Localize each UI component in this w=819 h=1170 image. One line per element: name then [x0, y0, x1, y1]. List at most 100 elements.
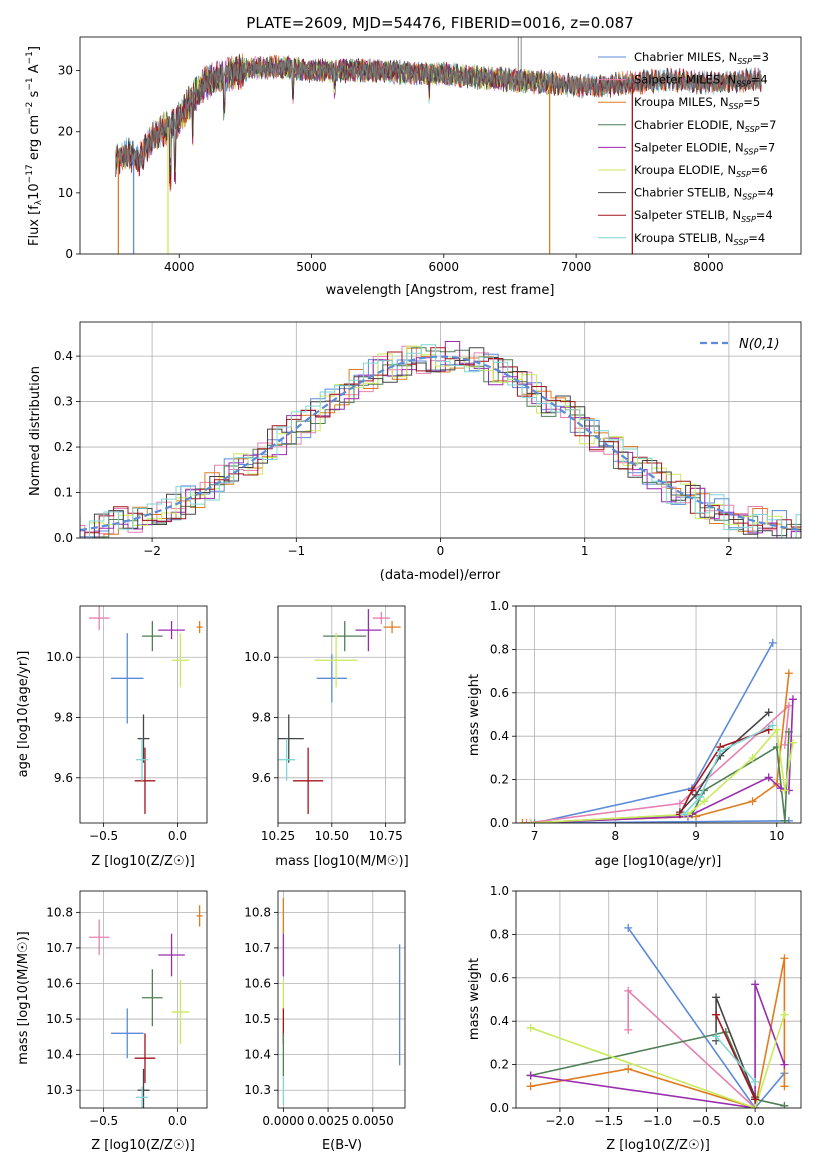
weight-marker [700, 797, 709, 806]
errorbar-point [136, 738, 148, 781]
axes-frame [79, 605, 208, 824]
axes-frame [277, 605, 406, 824]
weight-marker [776, 784, 785, 793]
observed-spectrum-line [115, 57, 762, 167]
weight-marker [780, 954, 789, 963]
weight-series-line [530, 699, 794, 823]
errorbar-point [171, 633, 190, 688]
x-tick-label: 0.0 [168, 829, 187, 843]
ageMass-xlabel: mass [log10(M/M☉)] [275, 854, 408, 869]
weight-marker [716, 747, 725, 756]
errorbar-point [137, 714, 150, 763]
x-tick-label: 10.25 [261, 829, 295, 843]
y-tick-label: 0.4 [490, 1014, 509, 1028]
weight-marker [764, 773, 773, 782]
y-tick-label: 0.1 [54, 486, 73, 500]
histogram-series [80, 344, 801, 538]
errorbar-point [171, 979, 190, 1044]
x-tick-label: 4000 [164, 260, 195, 274]
mwAge-xlabel: age [log10(age/yr)] [595, 854, 722, 869]
x-tick-label: 8 [611, 829, 619, 843]
errorbar-point [134, 747, 156, 814]
axes-frame [515, 890, 802, 1109]
x-tick-label: 10.50 [315, 829, 349, 843]
y-tick-label: 0.2 [490, 1058, 509, 1072]
figure-title: PLATE=2609, MJD=54476, FIBERID=0016, z=0… [246, 14, 633, 32]
x-tick-label: −0.5 [89, 1114, 118, 1128]
x-tick-label: 7 [531, 829, 539, 843]
errorbar-point [196, 905, 203, 927]
mass-vs-ebv-panel: 0.0000 0.0025 0.0050 10.3 10.4 10.5 10.6 10.7 10… [244, 890, 406, 1128]
errorbar-layer [88, 905, 203, 1108]
histogram-series [80, 347, 801, 538]
weight-marker [526, 1082, 535, 1091]
mass-vs-metallicity-panel: −0.5 0.0 10.3 10.4 10.5 10.6 10.7 10.8 [46, 890, 208, 1128]
y-tick-label: 10.6 [244, 976, 271, 990]
hist-legend: N(0,1) [700, 337, 780, 352]
weight-series-line [627, 927, 786, 1108]
weight-marker [696, 792, 705, 801]
x-tick-label: 1 [581, 544, 589, 558]
weight-marker [624, 1025, 633, 1034]
weight-marker [518, 819, 527, 823]
weight-series-line [715, 1014, 756, 1100]
errorbar-point [134, 1033, 156, 1084]
spectrum-lines [115, 37, 762, 254]
legend-entry: Salpeter MILES, NSSP=4 [634, 73, 768, 89]
errorbar-point [142, 969, 163, 1027]
errorbar-point [137, 1068, 150, 1108]
y-tick-label: 0.4 [54, 349, 73, 363]
weight-marker [712, 1010, 721, 1019]
errorbar-point [158, 933, 185, 977]
axes-frame [277, 890, 406, 1109]
weight-lines [518, 638, 797, 823]
x-tick-label: 8000 [693, 260, 724, 274]
weight-series-line [534, 642, 789, 823]
y-tick-label: 10.3 [46, 1083, 73, 1097]
weight-marker [768, 638, 777, 647]
legend-entry: N(0,1) [739, 337, 780, 352]
errorbar-point [323, 621, 367, 652]
weight-marker [522, 819, 531, 823]
y-tick-label: 10.0 [46, 650, 73, 664]
weight-marker [675, 799, 684, 808]
y-tick-label: 10.3 [244, 1083, 271, 1097]
y-tick-label: 0.0 [54, 531, 73, 545]
histogram-steps [80, 341, 801, 538]
errorbar-point [111, 1008, 144, 1059]
y-tick-label: 10.7 [244, 941, 271, 955]
y-tick-label: 10.6 [46, 976, 73, 990]
weight-marker [530, 819, 539, 823]
weight-series-line [526, 703, 790, 823]
weight-series-line [530, 1014, 786, 1108]
weight-marker [751, 980, 760, 989]
y-tick-label: 1.0 [490, 884, 509, 898]
weight-marker [780, 786, 789, 795]
weight-marker [748, 797, 757, 806]
y-tick-label: 9.8 [54, 711, 73, 725]
mwAge-ylabel: mass weight [467, 674, 482, 756]
y-tick-label: 1.0 [490, 599, 509, 613]
weight-marker [780, 816, 789, 823]
x-tick-label: 7000 [561, 260, 592, 274]
axes-frame [515, 605, 802, 824]
x-tick-label: 0.0 [746, 1114, 765, 1128]
errorbar-point [196, 621, 203, 634]
spectrum-line [115, 53, 762, 177]
x-tick-label: 2 [725, 544, 733, 558]
errorbar-point [383, 621, 401, 634]
y-tick-label: 10.7 [46, 941, 73, 955]
x-tick-label: 0.0025 [307, 1114, 349, 1128]
weight-marker [751, 1077, 760, 1086]
weight-marker [748, 753, 757, 762]
y-tick-label: 0 [65, 247, 73, 261]
spectrum-ylabel: Flux [fλ10−17 erg cm−2 s−1 A−1] [25, 46, 44, 246]
axes-frame [79, 890, 208, 1109]
spectrum-legend: Chabrier MILES, NSSP=3 Salpeter MILES, NS… [598, 50, 776, 247]
mass-weight-vs-age-panel: 7 8 9 10 0.0 0.2 0.4 0.6 0.8 1.0 [490, 599, 802, 843]
weight-marker [764, 708, 773, 717]
errorbar-point [314, 633, 358, 688]
y-tick-label: 0.6 [490, 971, 509, 985]
grid-layer [80, 606, 207, 823]
